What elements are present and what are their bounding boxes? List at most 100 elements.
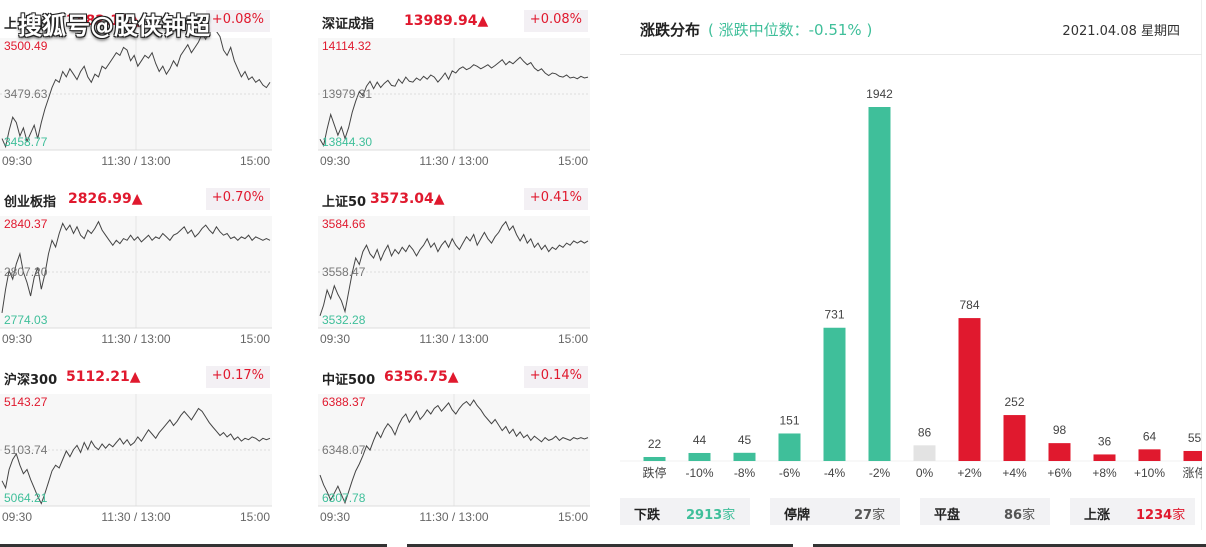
index-card[interactable]: 上证50 3573.04▲ +0.41% 3584.66 3558.47 3532.28 0… xyxy=(318,178,590,354)
y-high-label: 2840.37 xyxy=(4,217,48,231)
distribution-bar[interactable] xyxy=(958,318,981,461)
index-name: 中证500 xyxy=(322,373,376,388)
index-value-number: 13989.94 xyxy=(404,13,478,29)
distribution-bar[interactable] xyxy=(823,327,846,461)
summary-label: 平盘 xyxy=(934,508,961,523)
distribution-bar[interactable] xyxy=(643,456,666,461)
bar-value-label: 36 xyxy=(1098,434,1112,448)
distribution-bar[interactable] xyxy=(733,452,756,461)
index-value-number: 2826.99 xyxy=(68,191,132,207)
bottom-divider xyxy=(0,544,387,547)
y-low-label: 3458.77 xyxy=(4,135,48,149)
y-high-label: 6388.37 xyxy=(322,395,366,409)
price-line xyxy=(319,399,589,505)
y-low-label: 2774.03 xyxy=(4,313,48,327)
index-name: 上证指数 xyxy=(4,17,57,32)
summary-count: 2913 xyxy=(686,508,723,523)
summary-unit: 家 xyxy=(722,508,736,523)
index-card[interactable]: 深证成指 13989.94▲ +0.08% 14114.32 13979.31 13844… xyxy=(318,0,590,176)
distribution-bar[interactable] xyxy=(688,452,711,461)
index-change-badge: +0.14% xyxy=(523,366,588,388)
distribution-bar[interactable] xyxy=(778,433,801,461)
price-line xyxy=(1,32,271,149)
index-value: 3573.04▲ xyxy=(370,191,445,207)
index-card[interactable]: 创业板指 2826.99▲ +0.70% 2840.37 2807.20 2774.03 0… xyxy=(0,178,272,354)
summary-box: 平盘 86家 xyxy=(920,498,1050,525)
x-mid-label: 11:30 / 13:00 xyxy=(419,510,488,524)
bar-category-label: +10% xyxy=(1134,466,1165,480)
x-end-label: 15:00 xyxy=(240,332,270,346)
x-mid-label: 11:30 / 13:00 xyxy=(419,154,488,168)
summary-count: 86 xyxy=(1004,508,1023,523)
index-intraday-chart: 3584.66 3558.47 3532.28 09:30 11:30 / 13:00 1… xyxy=(318,216,590,346)
index-name: 深证成指 xyxy=(322,17,375,32)
index-header: 沪深300 5112.21▲ +0.17% xyxy=(0,366,272,388)
y-high-label: 14114.32 xyxy=(322,39,371,53)
index-intraday-chart: 14114.32 13979.31 13844.30 09:30 11:30 / 13:… xyxy=(318,38,590,168)
bar-value-label: 98 xyxy=(1053,423,1067,437)
index-header: 深证成指 13989.94▲ +0.08% xyxy=(318,10,590,32)
distribution-bar[interactable] xyxy=(868,107,891,461)
bar-category-label: -10% xyxy=(685,466,713,480)
index-name: 创业板指 xyxy=(4,195,57,210)
bar-value-label: 731 xyxy=(824,308,844,322)
index-intraday-chart: 2840.37 2807.20 2774.03 09:30 11:30 / 13:00 1… xyxy=(0,216,272,346)
index-intraday-chart: 6388.37 6348.07 6307.78 09:30 11:30 / 13:00 1… xyxy=(318,394,590,524)
distribution-bar[interactable] xyxy=(1003,415,1026,461)
bar-value-label: 252 xyxy=(1004,395,1024,409)
distribution-header: 涨跌分布 ( 涨跌中位数：-0.51% ) 2021.04.08 星期四 xyxy=(620,0,1202,55)
bar-category-label: +6% xyxy=(1047,466,1072,480)
index-change-badge: +0.08% xyxy=(523,10,588,32)
x-start-label: 09:30 xyxy=(2,332,32,346)
bar-value-label: 22 xyxy=(648,437,662,451)
index-card[interactable]: 中证500 6356.75▲ +0.14% 6388.37 6348.07 6307.78… xyxy=(318,356,590,532)
x-end-label: 15:00 xyxy=(558,510,588,524)
up-arrow-icon: ▲ xyxy=(433,191,445,207)
distribution-bar-chart: 22 跌停 44 -10% 45 -8% 151 -6% 731 -4% 1942 -2% 86 0% 78… xyxy=(620,87,1203,480)
summary-box: 下跌 2913家 xyxy=(620,498,750,525)
up-arrow-icon: ▲ xyxy=(129,369,141,385)
bar-category-label: +4% xyxy=(1002,466,1027,480)
summary-value: 2913家 xyxy=(686,504,735,523)
index-card[interactable]: 上证指数 3482.14▲ +0.08% 3500.49 3479.63 3458.77 0… xyxy=(0,0,272,176)
index-value: 5112.21▲ xyxy=(66,369,141,385)
y-low-label: 6307.78 xyxy=(322,491,366,505)
bar-value-label: 64 xyxy=(1143,429,1157,443)
distribution-bar[interactable] xyxy=(1138,449,1161,461)
distribution-bar[interactable] xyxy=(913,445,936,461)
x-start-label: 09:30 xyxy=(320,510,350,524)
index-change-badge: +0.17% xyxy=(205,366,270,388)
summary-count: 1234 xyxy=(1136,508,1173,523)
distribution-bar[interactable] xyxy=(1093,454,1116,461)
distribution-bar[interactable] xyxy=(1183,450,1203,461)
bar-category-label: 涨停 xyxy=(1182,465,1202,480)
distribution-bar[interactable] xyxy=(1048,443,1071,461)
up-arrow-icon: ▲ xyxy=(129,13,141,29)
index-value: 6356.75▲ xyxy=(384,369,459,385)
bar-value-label: 44 xyxy=(693,433,707,447)
up-arrow-icon: ▲ xyxy=(447,369,459,385)
index-card[interactable]: 沪深300 5112.21▲ +0.17% 5143.27 5103.74 5064.21… xyxy=(0,356,272,532)
bottom-divider xyxy=(813,544,1206,547)
summary-label: 停牌 xyxy=(784,508,811,523)
index-name: 上证50 xyxy=(322,195,367,210)
bar-value-label: 45 xyxy=(738,433,752,447)
price-line xyxy=(1,407,271,505)
bar-value-label: 151 xyxy=(779,413,799,427)
bar-category-label: -4% xyxy=(824,466,846,480)
y-mid-label: 3479.63 xyxy=(4,87,48,101)
bar-category-label: -2% xyxy=(869,466,891,480)
index-intraday-chart: 5143.27 5103.74 5064.21 09:30 11:30 / 13:00 1… xyxy=(0,394,272,524)
price-line xyxy=(319,220,589,316)
y-high-label: 3584.66 xyxy=(322,217,366,231)
index-name: 沪深300 xyxy=(4,373,58,388)
y-low-label: 13844.30 xyxy=(322,135,372,149)
index-value: 2826.99▲ xyxy=(68,191,143,207)
summary-box: 停牌 27家 xyxy=(770,498,900,525)
x-mid-label: 11:30 / 13:00 xyxy=(101,510,170,524)
index-value-number: 6356.75 xyxy=(384,369,448,385)
index-header: 创业板指 2826.99▲ +0.70% xyxy=(0,188,272,210)
index-value-number: 3573.04 xyxy=(370,191,434,207)
distribution-panel: 涨跌分布 ( 涨跌中位数：-0.51% ) 2021.04.08 星期四 22 跌… xyxy=(620,0,1202,530)
x-start-label: 09:30 xyxy=(320,332,350,346)
